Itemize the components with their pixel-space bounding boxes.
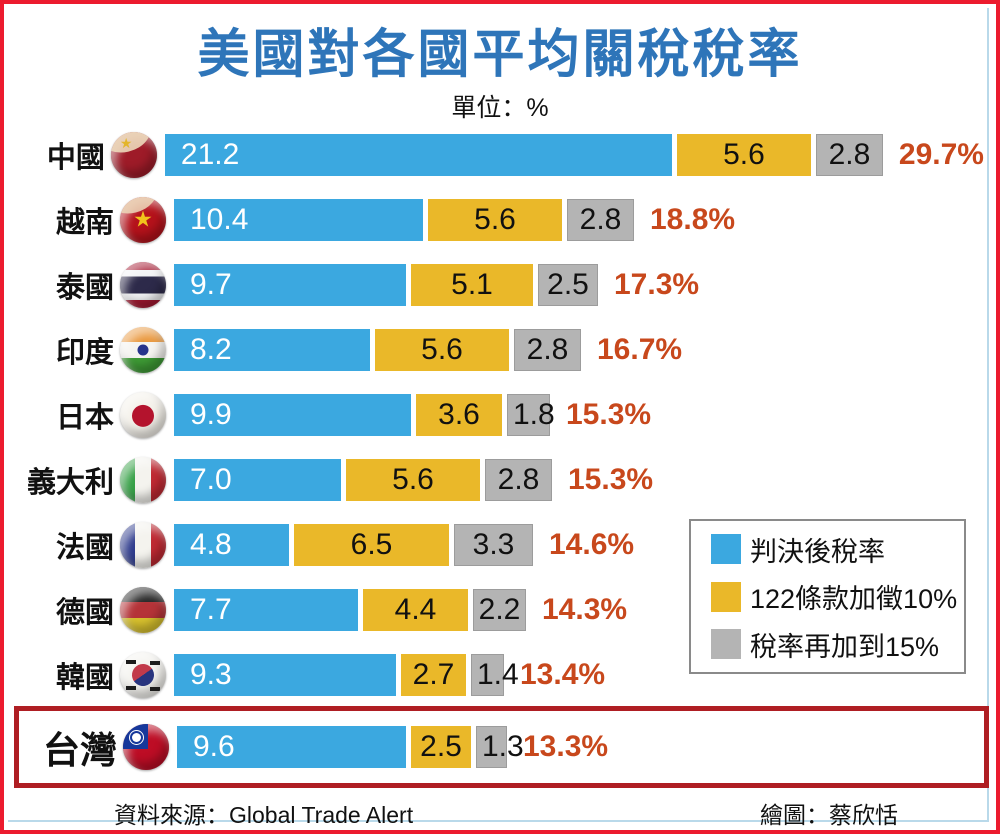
total-rate-label: 29.7%: [898, 137, 984, 171]
country-label: 台灣: [43, 730, 117, 771]
stacked-bar: 9.3 2.7 1.4: [174, 653, 519, 696]
bar-segment-yellow: 5.6: [676, 133, 811, 176]
stacked-bar: 9.6 2.5 1.3: [177, 726, 524, 768]
chart-row-vietnam: 越南 10.45.62.8 18.8%: [16, 187, 984, 252]
bar-segment-gray: 2.8: [514, 328, 581, 371]
stacked-bar: 10.4 5.6 2.8: [174, 198, 634, 241]
bar-segment-gray: 1.4: [471, 653, 519, 696]
flag-taiwan-icon: [123, 724, 169, 770]
unit-label: 單位：%: [451, 94, 549, 122]
bar-segment-yellow: 5.1: [411, 263, 533, 306]
illustrator-credit-label: 繪圖：蔡欣恬: [760, 802, 898, 828]
bar-segment-yellow: 3.6: [416, 393, 502, 436]
flag-germany-icon: [120, 586, 166, 633]
bar-segment-gray: 2.5: [538, 263, 598, 306]
flag-france-icon: [120, 521, 166, 568]
total-rate-label: 18.8%: [650, 202, 736, 236]
total-rate-label: 14.6%: [549, 527, 635, 561]
bar-segment-blue: 21.2: [164, 133, 672, 176]
bar-segment-yellow: 5.6: [375, 328, 509, 371]
total-rate-label: 13.3%: [523, 730, 609, 763]
total-rate-label: 14.3%: [542, 592, 628, 626]
bar-segment-blue: 4.8: [174, 523, 289, 566]
bar-segment-gray: 3.3: [454, 523, 533, 566]
bar-segment-yellow: 5.6: [428, 198, 562, 241]
bar-segment-yellow: 5.6: [346, 458, 480, 501]
stacked-bar: 9.9 3.6 1.8: [174, 393, 555, 436]
flag-vietnam-icon: [120, 196, 166, 243]
bar-segment-gray: 1.8: [507, 393, 555, 436]
bar-segment-yellow: 2.7: [401, 653, 466, 696]
flag-thailand-icon: [120, 261, 166, 308]
bar-segment-gray: 2.8: [815, 133, 883, 176]
chart-row-india: 印度 8.2 5.6 2.8 16.7%: [16, 317, 984, 382]
legend-label: 判決後稅率: [750, 536, 885, 567]
bar-segment-blue: 7.0: [174, 458, 341, 501]
tariff-bar-chart: 中國21.25.62.829.7%越南10.45.62.818.8%泰國9.75…: [16, 122, 984, 707]
country-label: 德國: [55, 596, 114, 629]
bar-segment-blue: 8.2: [174, 328, 370, 371]
bar-segment-blue: 9.6: [177, 726, 406, 768]
page-title: 美國對各國平均關稅稅率: [197, 26, 803, 84]
total-rate-label: 13.4%: [520, 657, 606, 691]
country-label: 中國: [46, 141, 105, 174]
chart-row-china: 中國 21.25.62.8 29.7%: [16, 122, 984, 187]
stacked-bar: 7.0 5.6 2.8: [174, 458, 552, 501]
bar-segment-blue: 7.7: [174, 588, 358, 631]
chart-row-korea: 韓國 9.3 2.7 1.4 13.4%: [16, 642, 984, 707]
bar-segment-gray: 2.8: [485, 458, 552, 501]
legend-swatch-icon: [711, 629, 741, 659]
total-rate-label: 15.3%: [566, 397, 652, 431]
data-source-label: 資料來源：Global Trade Alert: [114, 802, 414, 828]
legend-item: 122條款加徵10%: [711, 577, 964, 616]
total-rate-label: 15.3%: [568, 462, 654, 496]
bar-segment-blue: 9.7: [174, 263, 406, 306]
country-label: 日本: [55, 401, 114, 434]
bar-segment-gray: 2.2: [473, 588, 526, 631]
stacked-bar: 9.7 5.1 2.5: [174, 263, 598, 306]
legend-label: 122條款加徵10%: [750, 584, 958, 614]
country-label: 韓國: [55, 661, 114, 694]
bar-segment-blue: 9.9: [174, 393, 411, 436]
chart-row-japan: 日本 9.9 3.6 1.8 15.3%: [16, 382, 984, 447]
bar-segment-gray: 2.8: [567, 198, 634, 241]
stacked-bar: 8.2 5.6 2.8: [174, 328, 581, 371]
bar-segment-blue: 10.4: [174, 198, 423, 241]
country-label: 印度: [55, 336, 114, 369]
bar-segment-yellow: 6.5: [294, 523, 449, 566]
legend-swatch-icon: [711, 534, 741, 564]
country-label: 法國: [55, 531, 114, 564]
stacked-bar: 4.8 6.5 3.3: [174, 523, 533, 566]
bar-segment-blue: 9.3: [174, 653, 396, 696]
stacked-bar: 7.7 4.4 2.2: [174, 588, 526, 631]
legend-label: 稅率再加到15%: [750, 631, 940, 662]
legend-item: 判決後稅率: [711, 530, 964, 569]
chart-row-taiwan: 台灣 9.6 2.5 1.3 13.3%: [19, 712, 984, 782]
bar-segment-yellow: 2.5: [411, 726, 471, 768]
total-rate-label: 17.3%: [614, 267, 700, 301]
country-label: 義大利: [26, 466, 114, 499]
stacked-bar: 21.2 5.6 2.8: [164, 133, 883, 176]
legend-swatch-icon: [711, 581, 741, 612]
taiwan-highlight-box: 台灣 9.6 2.5 1.3 13.3%: [14, 706, 989, 788]
chart-legend: 判決後稅率 122條款加徵10% 稅率再加到15%: [689, 519, 966, 674]
chart-row-italy: 義大利 7.0 5.6 2.8 15.3%: [16, 447, 984, 512]
flag-india-icon: [120, 326, 166, 373]
flag-italy-icon: [120, 456, 166, 503]
total-rate-label: 16.7%: [597, 332, 683, 366]
chart-row-germany: 德國 7.7 4.4 2.2 14.3%: [16, 577, 984, 642]
legend-item: 稅率再加到15%: [711, 625, 964, 664]
flag-korea-icon: [120, 651, 166, 698]
bar-segment-gray: 1.3: [476, 726, 524, 768]
country-label: 泰國: [55, 271, 114, 304]
chart-row-thailand: 泰國 9.7 5.1 2.5 17.3%: [16, 252, 984, 317]
bar-segment-yellow: 4.4: [363, 588, 468, 631]
country-label: 越南: [55, 206, 114, 239]
flag-japan-icon: [120, 391, 166, 438]
flag-china-icon: [110, 131, 157, 178]
chart-row-france: 法國 4.8 6.5 3.3 14.6%: [16, 512, 984, 577]
